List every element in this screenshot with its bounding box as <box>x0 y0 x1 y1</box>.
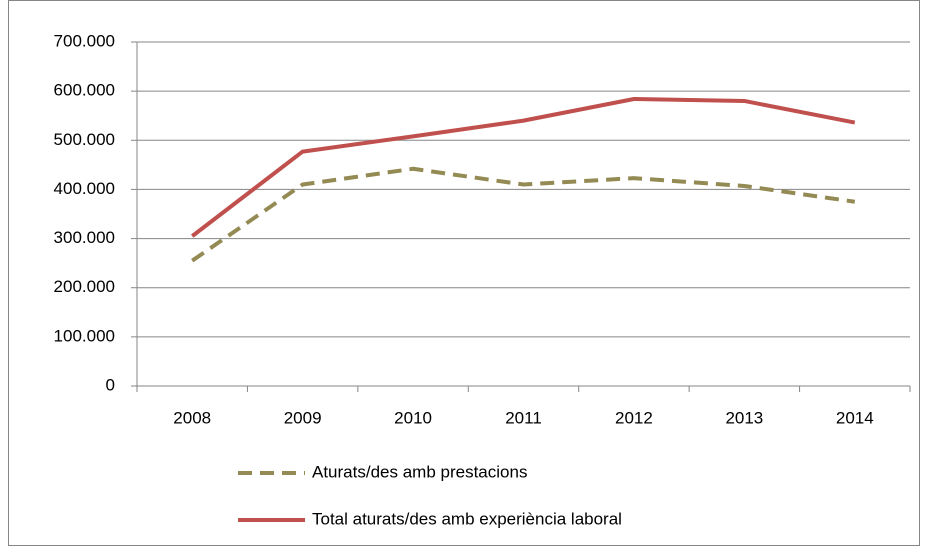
y-tick-label: 600.000 <box>54 81 115 100</box>
y-tick-label: 200.000 <box>54 277 115 296</box>
y-tick-label: 500.000 <box>54 130 115 149</box>
legend-label: Aturats/des amb prestacions <box>312 462 527 481</box>
y-tick-label: 300.000 <box>54 228 115 247</box>
y-tick-label: 0 <box>106 375 115 394</box>
y-tick-label: 700.000 <box>54 31 115 50</box>
y-tick-label: 100.000 <box>54 326 115 345</box>
series-line <box>190 97 856 238</box>
x-tick-label: 2010 <box>394 408 432 427</box>
x-tick-label: 2014 <box>836 408 874 427</box>
legend-label: Total aturats/des amb experiència labora… <box>312 509 622 528</box>
series-line <box>191 166 856 263</box>
x-tick-label: 2012 <box>615 408 653 427</box>
y-tick-label: 400.000 <box>54 179 115 198</box>
x-tick-label: 2008 <box>173 408 211 427</box>
x-tick-label: 2009 <box>284 408 322 427</box>
x-tick-label: 2011 <box>505 408 542 427</box>
x-tick-label: 2013 <box>725 408 763 427</box>
